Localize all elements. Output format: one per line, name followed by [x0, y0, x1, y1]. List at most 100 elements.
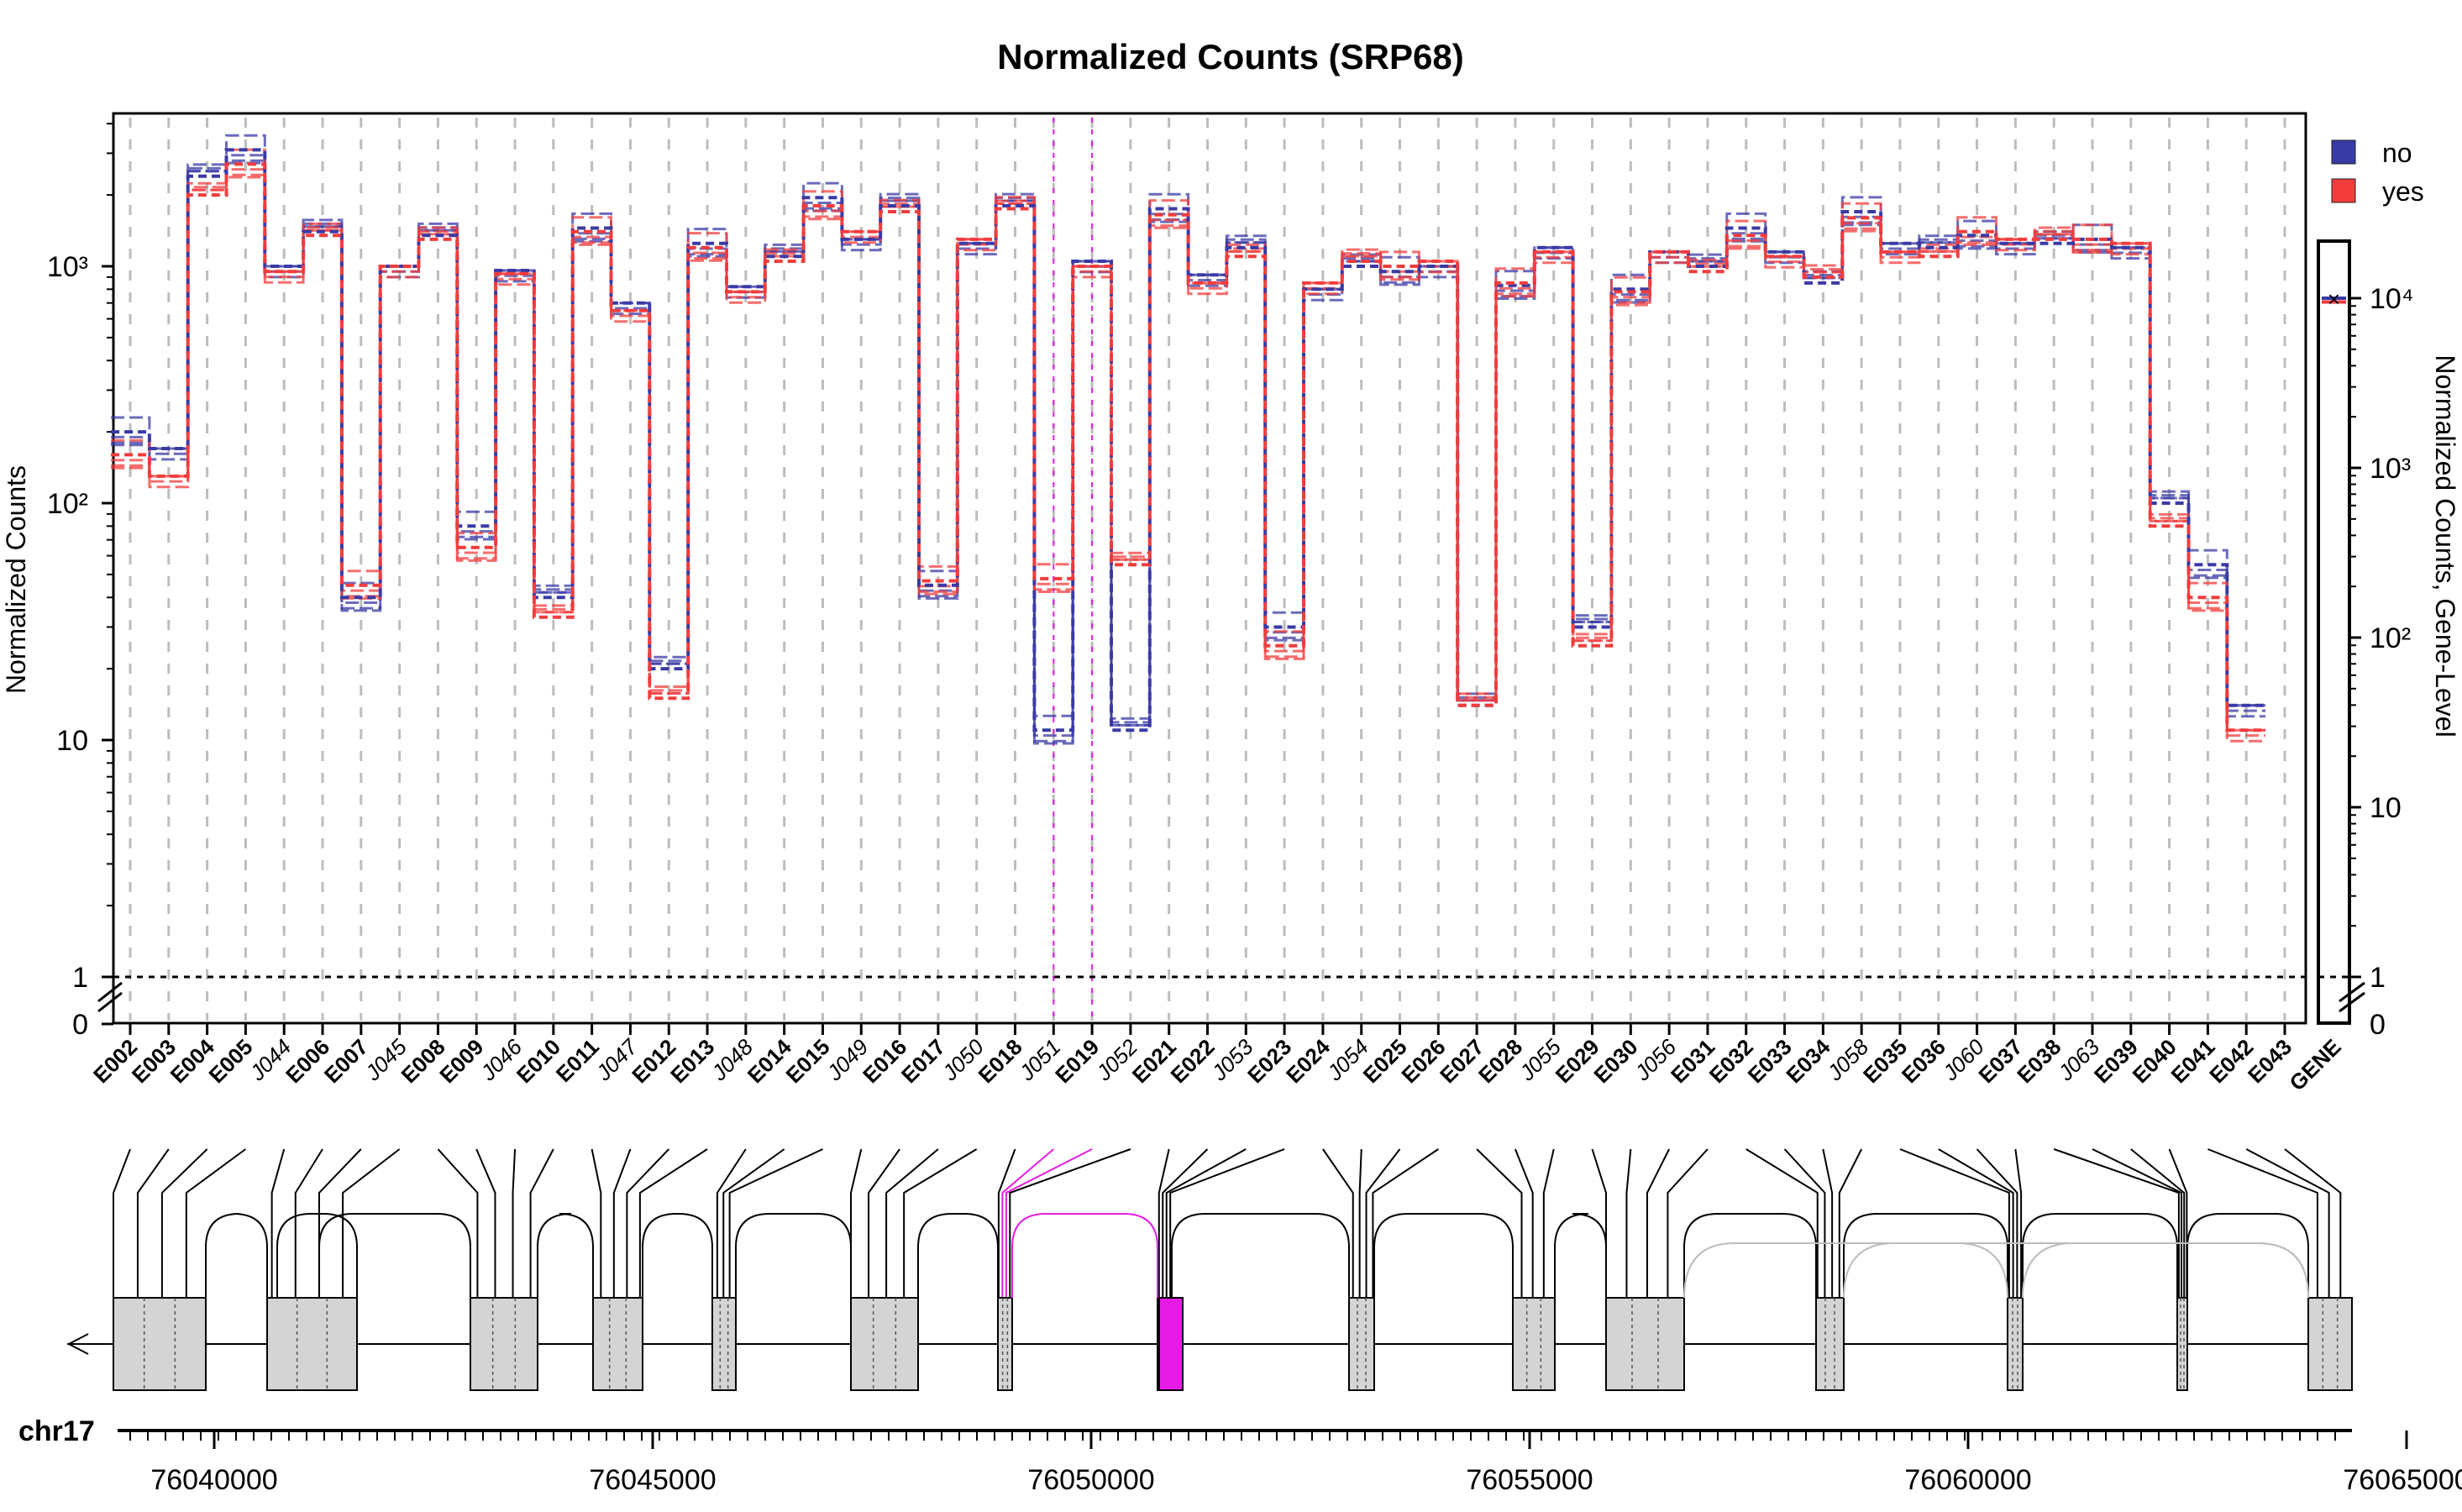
feature-connector [1169, 1148, 1285, 1302]
feature-label: E037 [1973, 1034, 2027, 1088]
gene-label: GENE [2284, 1034, 2345, 1095]
junction-arc [1011, 1213, 1158, 1298]
feature-label: E012 [627, 1034, 680, 1088]
feature-connector [1625, 1148, 1632, 1302]
exon-block [711, 1297, 737, 1391]
transcript-structure [66, 1148, 2353, 1391]
feature-label: E022 [1166, 1034, 1220, 1088]
feature-connector [638, 1148, 708, 1302]
feature-label: E030 [1588, 1034, 1642, 1088]
feature-label: E028 [1473, 1034, 1527, 1088]
exon-block [1512, 1297, 1556, 1391]
axis-break [97, 981, 123, 1003]
junction-arc [2022, 1213, 2178, 1298]
junction-arc [735, 1213, 852, 1298]
feature-label: E033 [1743, 1034, 1797, 1088]
feature-label: E014 [743, 1034, 797, 1089]
feature-connector [1822, 1148, 1834, 1302]
feature-label: E027 [1435, 1034, 1488, 1088]
feature-label: E002 [88, 1034, 142, 1088]
exon-block [1348, 1297, 1375, 1391]
feature-connector [1745, 1148, 1819, 1302]
axis-break [2339, 991, 2365, 1013]
feature-connector [728, 1148, 823, 1302]
junction-arc [276, 1213, 358, 1298]
feature-connector [512, 1148, 517, 1302]
feature-label: E029 [1551, 1034, 1604, 1088]
feature-label: E007 [319, 1034, 373, 1088]
feature-connector [1005, 1148, 1093, 1302]
gene-level-panel: 1 10 10² 10³ 10⁴ 0 × [2317, 239, 2413, 1041]
feature-connector [1899, 1148, 2010, 1302]
y-axis-label: Normalized Counts [1, 465, 31, 694]
y2-tick-label: 10³ [2370, 453, 2411, 485]
feature-connector [2014, 1148, 2023, 1302]
feature-label: E017 [896, 1034, 950, 1088]
feature-label: E041 [2165, 1034, 2219, 1088]
feature-connector [2207, 1148, 2318, 1302]
feature-connector [885, 1148, 939, 1302]
feature-label: E021 [1127, 1034, 1181, 1088]
exon-block [470, 1297, 538, 1391]
feature-connector [1372, 1148, 1439, 1302]
genomic-axis: 76040000 76045000 76050000 76055000 76060000… [118, 1429, 2462, 1496]
feature-connector [1162, 1148, 1209, 1302]
feature-label: E031 [1666, 1034, 1719, 1088]
feature-connector [136, 1148, 170, 1302]
y-tick-label: 10³ [47, 251, 88, 283]
y-tick-label: 10² [47, 488, 88, 520]
feature-label: E039 [2089, 1034, 2143, 1088]
junction-arc [2186, 1213, 2309, 1298]
legend-swatch-no [2331, 139, 2356, 165]
feature-connector [1365, 1148, 1401, 1302]
feature-connector [2092, 1148, 2183, 1302]
exon-highlight [1158, 1297, 1184, 1391]
exon-block [2176, 1297, 2188, 1391]
feature-label: E040 [2128, 1034, 2181, 1088]
y-tick-label: 1 [72, 962, 88, 994]
chromosome-label: chr17 [18, 1415, 95, 1447]
sample-line-yes [111, 148, 2266, 743]
feature-label: E035 [1858, 1034, 1912, 1088]
strand-arrow [66, 1333, 89, 1355]
y2-tick-label: 10² [2370, 622, 2411, 654]
feature-label: E009 [434, 1034, 488, 1088]
feature-connector [2053, 1148, 2180, 1302]
feature-connector [626, 1148, 669, 1302]
feature-connector [1542, 1148, 1555, 1302]
junction-arc-gray [1683, 1242, 2008, 1299]
feature-connector [185, 1148, 247, 1302]
junction-arc [1554, 1213, 1607, 1298]
feature-connector [113, 1148, 131, 1302]
feature-connector [1591, 1148, 1607, 1302]
genomic-tick-label: 76060000 [1904, 1464, 2031, 1496]
feature-connector [294, 1148, 323, 1302]
legend-label-yes: yes [2382, 176, 2424, 207]
feature-label: E003 [127, 1034, 181, 1088]
feature-connector [591, 1148, 602, 1302]
exon-block [266, 1297, 358, 1391]
exon-block [1815, 1297, 1845, 1391]
junction-arc [1683, 1213, 1817, 1298]
feature-label: E034 [1781, 1034, 1835, 1089]
feature-label: E008 [396, 1034, 450, 1088]
mean-line-yes [111, 162, 2266, 732]
junction-arc [318, 1213, 471, 1298]
y2-tick-label: 10 [2370, 792, 2402, 824]
junction-arc [1373, 1213, 1514, 1298]
feature-connector [1514, 1148, 1534, 1302]
feature-connector [850, 1148, 863, 1302]
feature-label: E015 [781, 1034, 835, 1088]
feature-connector [2284, 1148, 2342, 1302]
feature-labels: E002E003E004E005J044E006E007J045E008E009… [88, 1023, 2346, 1095]
gene-mark-x: × [2328, 286, 2340, 312]
sample-line-no [111, 161, 2266, 745]
feature-connector [2130, 1148, 2186, 1302]
feature-connector [2245, 1148, 2330, 1302]
genomic-tick-label: 76045000 [589, 1464, 716, 1496]
feature-connector [612, 1148, 632, 1302]
legend-swatch-yes [2331, 178, 2356, 203]
feature-label: E038 [2012, 1034, 2066, 1088]
feature-label: E024 [1281, 1034, 1336, 1089]
plot-frame [112, 112, 2307, 1025]
